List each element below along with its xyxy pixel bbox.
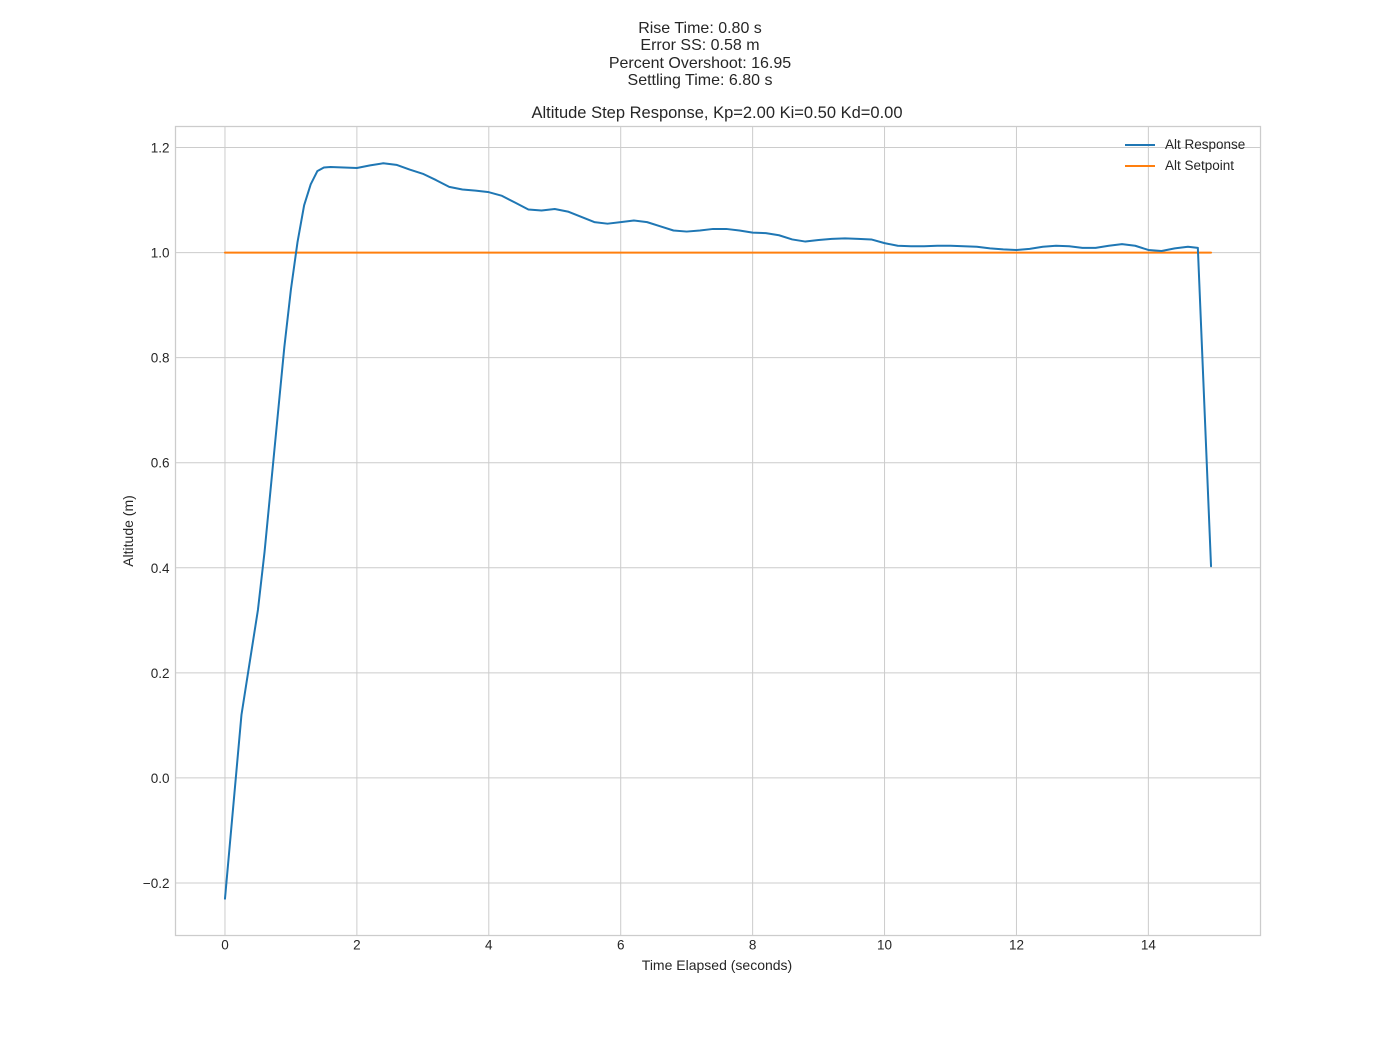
y-tick-label: 0.4 — [151, 561, 170, 576]
y-tick-label: −0.2 — [143, 876, 170, 891]
x-tick-label: 10 — [877, 938, 892, 953]
alt-response-line — [223, 162, 1213, 900]
x-tick-label: 0 — [221, 938, 229, 953]
legend-label-alt-setpoint: Alt Setpoint — [1165, 158, 1234, 173]
y-tick-label: 1.2 — [151, 141, 170, 156]
x-axis-label: Time Elapsed (seconds) — [642, 957, 792, 973]
plot-frame — [174, 125, 1262, 937]
y-tick-label: 0.2 — [151, 666, 170, 681]
x-tick-label: 8 — [749, 938, 757, 953]
y-tick-labels: −0.2 0.0 0.2 0.4 0.6 0.8 1.0 1.2 — [143, 141, 170, 891]
x-tick-label: 4 — [485, 938, 493, 953]
x-tick-labels: 0 2 4 6 8 10 12 14 — [221, 938, 1156, 953]
x-tick-label: 2 — [353, 938, 361, 953]
x-tick-label: 6 — [617, 938, 625, 953]
y-tick-label: 0.6 — [151, 456, 170, 471]
suptitle-error-ss: Error SS: 0.58 m — [640, 37, 759, 54]
legend-label-alt-response: Alt Response — [1165, 137, 1245, 152]
y-tick-label: 0.0 — [151, 771, 170, 786]
x-tick-label: 14 — [1141, 938, 1157, 953]
suptitle-settling-time: Settling Time: 6.80 s — [628, 72, 773, 89]
y-axis-label: Altitude (m) — [120, 495, 136, 567]
chart-title: Altitude Step Response, Kp=2.00 Ki=0.50 … — [531, 104, 902, 122]
suptitle: Rise Time: 0.80 s Error SS: 0.58 m Perce… — [609, 20, 791, 89]
y-tick-label: 1.0 — [151, 246, 170, 261]
x-tick-label: 12 — [1009, 938, 1024, 953]
suptitle-rise-time: Rise Time: 0.80 s — [638, 20, 762, 37]
legend: Alt Response Alt Setpoint — [1125, 137, 1245, 173]
data-series — [223, 162, 1213, 900]
y-tick-label: 0.8 — [151, 351, 170, 366]
suptitle-percent-overshoot: Percent Overshoot: 16.95 — [609, 55, 791, 72]
gridlines — [175, 126, 1261, 936]
